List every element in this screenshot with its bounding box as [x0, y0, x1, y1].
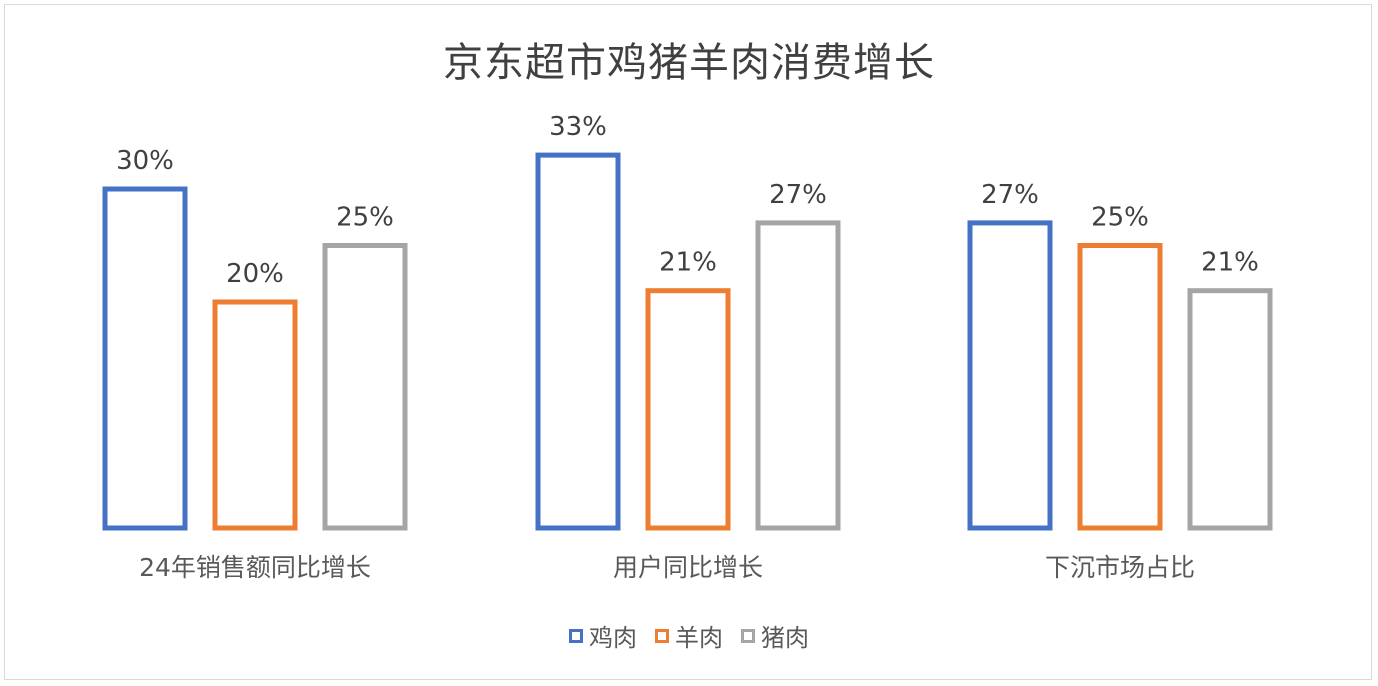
category-label: 24年销售额同比增长: [139, 553, 371, 582]
data-label: 20%: [226, 259, 284, 289]
bar: [967, 220, 1053, 531]
legend-label: 羊肉: [675, 624, 723, 652]
data-label: 21%: [659, 248, 717, 278]
chart-legend: 鸡肉 羊肉 猪肉: [0, 618, 1378, 653]
data-label: 25%: [1091, 203, 1149, 233]
legend-item-chicken: 鸡肉: [569, 618, 637, 653]
data-label: 30%: [116, 146, 174, 176]
legend-swatch: [655, 628, 669, 643]
bar: [102, 186, 188, 531]
data-label: 21%: [1201, 248, 1259, 278]
legend-label: 鸡肉: [589, 624, 637, 652]
chart-title: 京东超市鸡猪羊肉消费增长: [443, 40, 935, 86]
bar: [755, 220, 841, 531]
bar: [1187, 288, 1273, 531]
data-label: 33%: [549, 112, 607, 142]
bar: [212, 299, 298, 531]
data-label: 25%: [336, 203, 394, 233]
bar: [1077, 243, 1163, 531]
bar: [535, 152, 621, 531]
bar: [322, 243, 408, 531]
category-label: 用户同比增长: [613, 553, 763, 582]
legend-item-pork: 猪肉: [741, 618, 809, 653]
bar: [645, 288, 731, 531]
legend-label: 猪肉: [761, 624, 809, 652]
legend-item-lamb: 羊肉: [655, 618, 723, 653]
category-label: 下沉市场占比: [1045, 553, 1195, 582]
data-label: 27%: [769, 180, 827, 210]
data-label: 27%: [981, 180, 1039, 210]
legend-swatch: [741, 628, 755, 643]
legend-swatch: [569, 628, 583, 643]
